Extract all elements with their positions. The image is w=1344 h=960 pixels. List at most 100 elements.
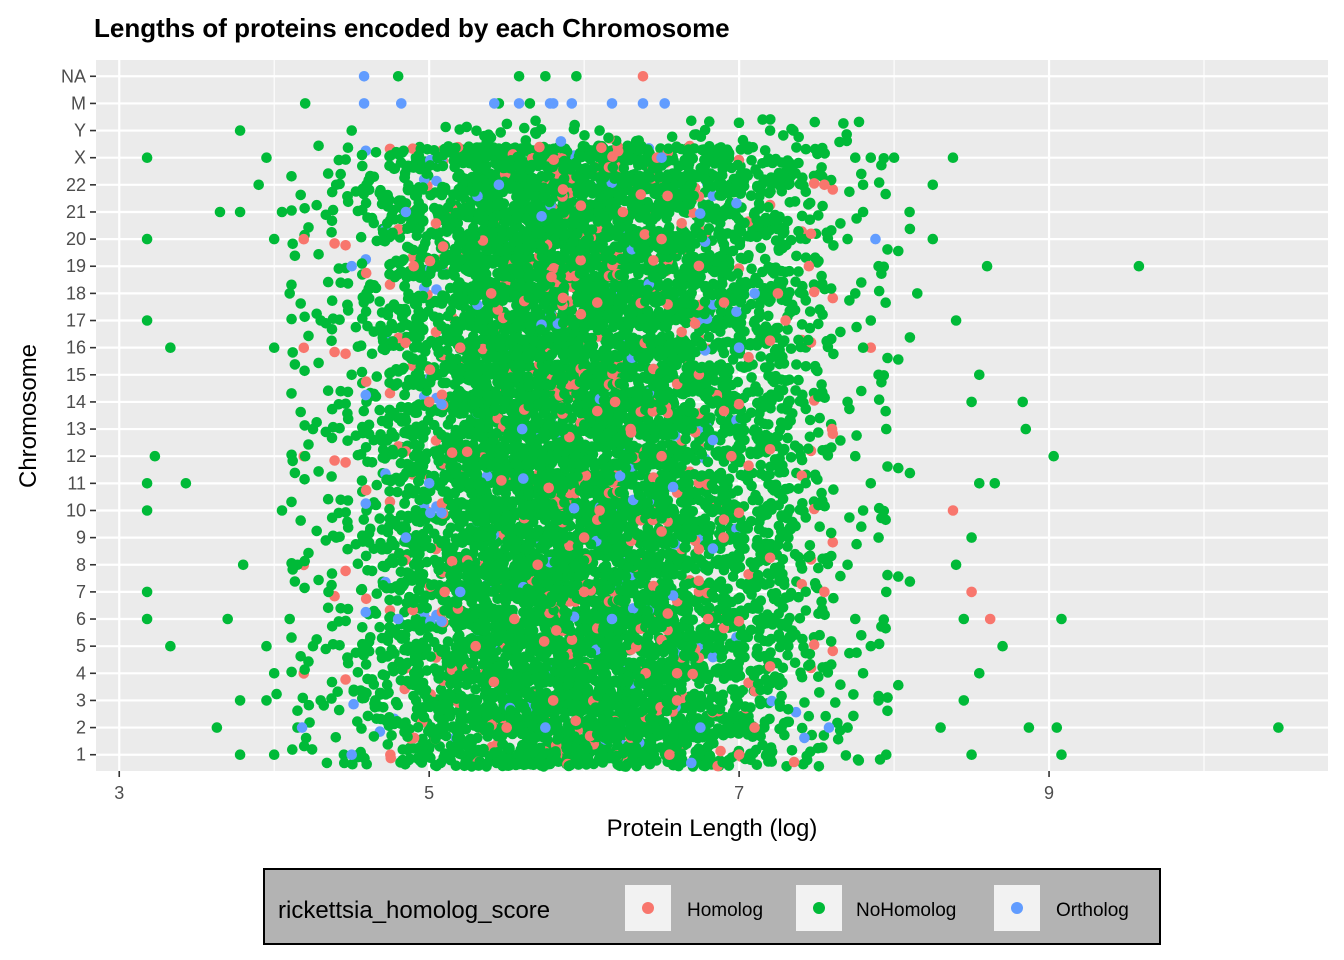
- data-point: [563, 760, 575, 772]
- data-point: [813, 608, 824, 619]
- data-point: [520, 674, 531, 686]
- data-point: [374, 621, 386, 633]
- data-point: [602, 584, 613, 595]
- data-point: [485, 636, 497, 648]
- data-point: [306, 744, 318, 755]
- data-point: [439, 605, 450, 616]
- data-point: [755, 459, 767, 471]
- data-point: [465, 503, 477, 515]
- data-point: [844, 512, 855, 523]
- data-point: [488, 676, 500, 688]
- data-point: [804, 540, 816, 551]
- data-point: [614, 486, 626, 498]
- data-point: [789, 548, 801, 560]
- data-point: [472, 732, 483, 744]
- data-point: [893, 462, 904, 474]
- data-point: [878, 505, 890, 517]
- data-point: [835, 679, 846, 690]
- data-point: [632, 687, 644, 698]
- data-point: [547, 499, 558, 511]
- data-point: [527, 663, 539, 675]
- data-point: [352, 716, 363, 727]
- data-point: [496, 759, 508, 770]
- data-point: [553, 541, 564, 552]
- data-point: [695, 515, 706, 527]
- data-point: [800, 586, 812, 598]
- data-point: [502, 644, 513, 655]
- data-point: [658, 488, 670, 500]
- data-point: [707, 642, 718, 654]
- data-point: [683, 613, 695, 625]
- data-point: [271, 688, 282, 700]
- data-point: [553, 730, 564, 742]
- data-point: [676, 461, 687, 473]
- data-point: [727, 551, 739, 562]
- data-point: [504, 742, 515, 754]
- data-point: [299, 582, 310, 594]
- data-point: [777, 445, 789, 457]
- data-point: [439, 689, 451, 701]
- data-point: [439, 535, 451, 546]
- data-point: [572, 541, 584, 552]
- data-point: [797, 633, 808, 645]
- data-point: [628, 705, 639, 717]
- data-point: [651, 755, 662, 766]
- data-point: [520, 705, 532, 717]
- data-point: [386, 474, 397, 486]
- data-point: [764, 444, 776, 455]
- data-point: [482, 559, 494, 570]
- data-point: [606, 648, 618, 659]
- data-point: [661, 639, 673, 651]
- data-point: [783, 640, 794, 652]
- data-point: [617, 748, 628, 759]
- data-point: [392, 699, 404, 711]
- data-point: [489, 747, 500, 758]
- data-point: [799, 732, 810, 744]
- data-point: [818, 730, 830, 741]
- data-point: [808, 639, 820, 650]
- data-point: [774, 564, 785, 575]
- data-point: [356, 475, 368, 487]
- data-point: [434, 480, 446, 492]
- data-point: [629, 662, 641, 674]
- data-point: [718, 729, 729, 741]
- data-point: [447, 746, 459, 758]
- data-point: [848, 689, 859, 700]
- data-point: [697, 760, 709, 771]
- data-point: [469, 610, 480, 621]
- data-point: [381, 679, 393, 690]
- data-point: [395, 675, 407, 686]
- data-point: [684, 596, 696, 608]
- data-point: [798, 758, 809, 770]
- data-point: [568, 503, 580, 514]
- data-point: [536, 593, 548, 604]
- data-point: [694, 750, 705, 762]
- data-point: [622, 531, 633, 542]
- data-point: [332, 686, 344, 697]
- data-point: [542, 577, 554, 589]
- data-point: [630, 555, 642, 567]
- data-point: [452, 632, 463, 644]
- data-point: [482, 731, 494, 742]
- data-point: [796, 671, 808, 683]
- data-point: [320, 535, 332, 546]
- data-point: [422, 693, 434, 705]
- data-point: [650, 617, 662, 628]
- data-point: [786, 745, 798, 756]
- data-point: [584, 719, 595, 730]
- data-point: [817, 553, 828, 565]
- data-point: [548, 717, 559, 729]
- data-point: [830, 697, 841, 708]
- data-point: [803, 443, 814, 455]
- data-point: [469, 541, 481, 552]
- data-point: [370, 608, 382, 619]
- data-point: [893, 679, 904, 691]
- data-point: [497, 559, 509, 570]
- data-point: [326, 471, 337, 482]
- data-point: [513, 524, 524, 536]
- data-point: [673, 760, 684, 772]
- data-point: [417, 677, 429, 689]
- data-point: [755, 698, 766, 710]
- data-point: [773, 596, 784, 608]
- data-point: [765, 538, 776, 550]
